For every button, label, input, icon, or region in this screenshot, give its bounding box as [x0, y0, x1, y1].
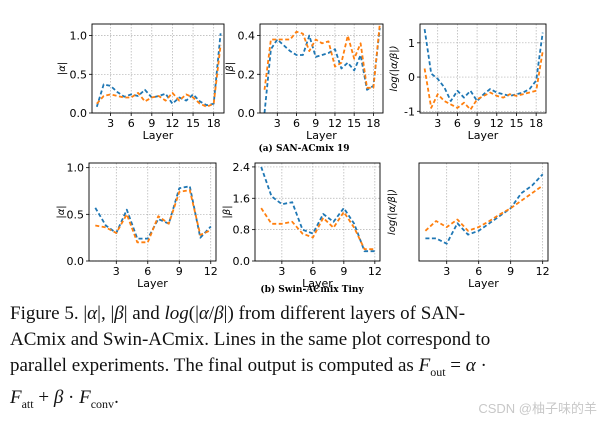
x-tick-label: 6 [293, 117, 300, 130]
y-tick-label: 1.0 [70, 30, 88, 43]
x-tick-label: 6 [144, 265, 151, 278]
y-tick-label: 0.5 [67, 208, 85, 221]
x-tick-label: 9 [176, 265, 183, 278]
y-tick-label: 0.8 [233, 224, 251, 237]
x-tick-label: 18 [207, 117, 221, 130]
x-tick-label: 12 [204, 265, 218, 278]
y-axis-label: |α| [57, 62, 68, 75]
x-axis-label: Layer [137, 277, 168, 290]
plot-frame [91, 23, 225, 114]
caption-line-3: parallel experiments. The final output i… [10, 355, 487, 379]
x-axis-label: Layer [143, 129, 174, 142]
chart-panel-6: 3 6 9 12 Layer log(|α/β|) [387, 162, 550, 290]
x-tick-label: 9 [474, 117, 481, 130]
chart-panel-4: 3 6 9 12 0.0 0.5 1.0 Layer |α| [56, 162, 218, 290]
y-tick-label: 2.4 [233, 161, 251, 174]
y-tick-label: 1 [408, 37, 415, 50]
x-tick-label: 9 [312, 117, 319, 130]
y-tick-label: 0.0 [238, 107, 256, 120]
x-tick-label: 15 [509, 117, 523, 130]
y-tick-label: 1.6 [233, 192, 251, 205]
chart-panel-3: 3 6 9 12 15 18 -1 0 1 Layer log(|α/β|) [389, 23, 547, 142]
y-tick-label: 0 [408, 71, 415, 84]
x-tick-label: 3 [443, 265, 450, 278]
series-line-1 [95, 33, 222, 108]
chart-panel-1: 3 6 9 12 15 18 0.0 0.5 1.0 Layer |α| [57, 23, 225, 142]
caption-line-4: Fatt + β · Fconv. [10, 386, 119, 411]
series-line-2 [263, 23, 381, 90]
plot-frame [259, 23, 384, 114]
x-axis-label: Layer [468, 277, 499, 290]
chart-panel-2: 3 6 9 12 15 18 0.0 0.2 0.4 Layer |β| [225, 23, 384, 142]
x-tick-label: 12 [165, 117, 179, 130]
x-tick-label: 6 [454, 117, 461, 130]
series-line-1 [260, 166, 375, 253]
plot-frame [88, 162, 217, 262]
y-axis-label: log(|α/β|) [387, 189, 398, 235]
x-tick-label: 15 [186, 117, 200, 130]
y-tick-label: 0.0 [233, 255, 251, 268]
x-tick-label: 3 [107, 117, 114, 130]
x-axis-label: Layer [302, 277, 333, 290]
y-axis-label: |β| [222, 205, 233, 218]
series-line-2 [95, 189, 212, 244]
series-line-1 [425, 173, 544, 245]
plot-frame [418, 162, 549, 262]
subcaption-b: (b) Swin-ACmix Tiny [260, 284, 364, 295]
plot-frame [419, 23, 547, 114]
x-tick-label: 6 [309, 265, 316, 278]
x-tick-label: 9 [507, 265, 514, 278]
x-axis-label: Layer [468, 129, 499, 142]
x-tick-label: 3 [274, 117, 281, 130]
x-tick-label: 3 [434, 117, 441, 130]
series-line-1 [263, 27, 381, 114]
y-tick-label: 0.0 [70, 107, 88, 120]
y-axis-label: log(|α/β|) [389, 45, 400, 91]
y-tick-label: -1 [404, 105, 415, 118]
series-line-2 [424, 184, 544, 232]
plot-frame [254, 162, 381, 262]
caption-line-2: ACmix and Swin-ACmix. Lines in the same … [10, 329, 491, 350]
watermark-text: CSDN @柚子味的羊 [478, 401, 597, 416]
x-tick-label: 3 [113, 265, 120, 278]
series-line-2 [260, 207, 375, 251]
figure-caption: Figure 5. |α|, |β| and log(|α/β|) from d… [10, 301, 602, 417]
y-axis-label: |α| [56, 205, 67, 218]
x-tick-label: 6 [128, 117, 135, 130]
x-tick-label: 12 [490, 117, 504, 130]
x-tick-label: 15 [347, 117, 361, 130]
y-tick-label: 0.5 [70, 68, 88, 81]
y-tick-label: 0.0 [67, 255, 85, 268]
subcaption-a: (a) SAN-ACmix 19 [258, 143, 349, 154]
x-tick-label: 12 [536, 265, 550, 278]
x-tick-label: 18 [366, 117, 380, 130]
x-tick-label: 18 [529, 117, 543, 130]
y-axis-label: |β| [225, 62, 236, 75]
series-line-1 [423, 28, 544, 102]
y-tick-label: 0.2 [238, 68, 256, 81]
series-line-2 [96, 44, 222, 108]
y-tick-label: 0.4 [238, 30, 256, 43]
x-axis-label: Layer [306, 129, 337, 142]
series-line-1 [94, 185, 212, 240]
chart-panel-5: 3 6 9 12 0.0 0.8 1.6 2.4 Layer |β| [222, 161, 382, 290]
x-tick-label: 9 [148, 117, 155, 130]
caption-line-1: Figure 5. |α|, |β| and log(|α/β|) from d… [10, 303, 466, 324]
series-line-2 [423, 51, 544, 111]
x-tick-label: 9 [340, 265, 347, 278]
y-tick-label: 1.0 [67, 162, 85, 175]
x-tick-label: 12 [328, 117, 342, 130]
x-tick-label: 6 [475, 265, 482, 278]
x-tick-label: 3 [278, 265, 285, 278]
x-tick-label: 12 [368, 265, 382, 278]
